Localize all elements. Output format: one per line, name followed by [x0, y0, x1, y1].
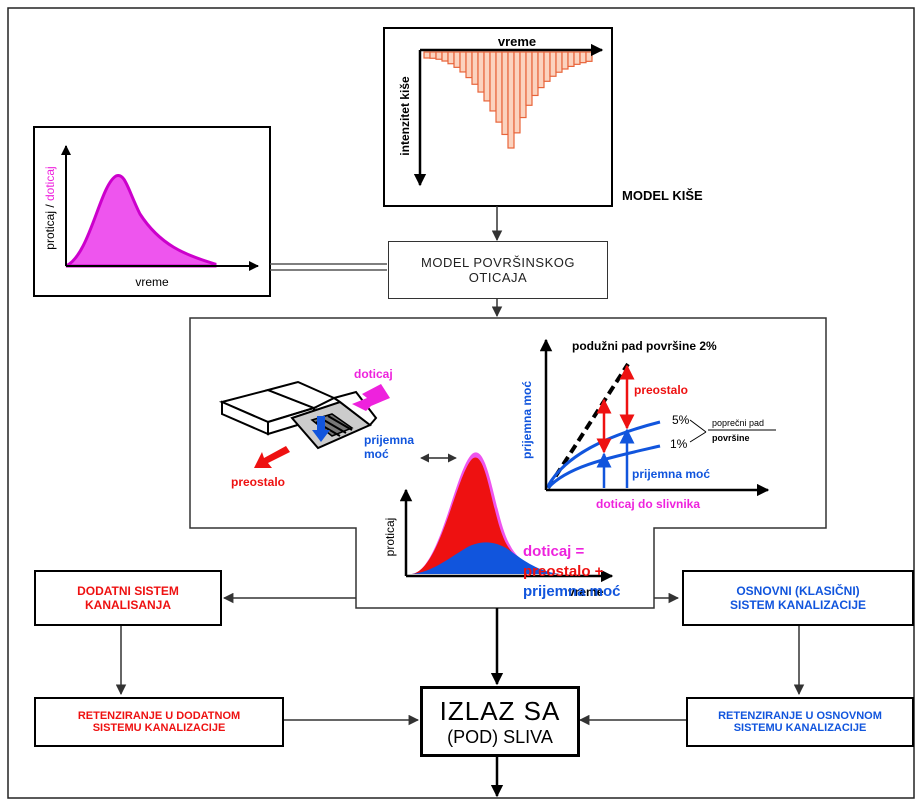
- additional-sewer-box: DODATNI SISTEM KANALISANJA: [34, 570, 222, 626]
- inflow-diagonal: [546, 362, 630, 490]
- runoff-hydrograph: [65, 174, 217, 268]
- inflow-label: doticaj: [354, 367, 393, 381]
- remainder-arrow: [254, 446, 290, 468]
- cross-slope-label-line1: poprečni pad: [712, 418, 764, 428]
- rain-bar: [471, 51, 479, 85]
- capacity-label-line2: moć: [364, 447, 389, 461]
- rain-bar: [429, 51, 437, 59]
- hydrograph-legend-line3: prijemna moć: [523, 583, 621, 600]
- rain-bar: [519, 51, 527, 119]
- capacity-label-line1: prijemna: [364, 433, 414, 447]
- curve-1-percent: [546, 444, 661, 490]
- rain-bar: [453, 51, 461, 68]
- outlet-line2: (POD) SLIVA: [447, 726, 553, 747]
- hydrograph-x-label: vreme: [568, 585, 604, 599]
- outlet-box: IZLAZ SA (POD) SLIVA: [420, 686, 580, 757]
- basic-sewer-line1: OSNOVNI (KLASIČNI): [736, 584, 860, 598]
- basic-sewer-line2: SISTEM KANALIZACIJE: [729, 598, 866, 612]
- rain-bar: [573, 51, 581, 65]
- rain-bar: [489, 51, 497, 112]
- rain-bar: [555, 51, 563, 73]
- rain-x-label: vreme: [498, 34, 536, 49]
- basic-sewer-box: OSNOVNI (KLASIČNI) SISTEM KANALIZACIJE: [682, 570, 914, 626]
- rain-bar: [459, 51, 467, 73]
- capacity-chart: [539, 338, 776, 497]
- rain-bar: [483, 51, 491, 102]
- curve-5-percent: [546, 420, 661, 487]
- cross-slope-bracket-a: [689, 419, 707, 433]
- rain-bar: [423, 51, 431, 59]
- capacity-inline-label: prijemna moć: [632, 467, 710, 481]
- hydrograph-remainder-area: [412, 457, 556, 574]
- surface-model-line2: OTICAJA: [468, 270, 528, 285]
- hydrograph-legend-line2: preostalo +: [523, 563, 604, 580]
- pct-high-label: 5%: [672, 413, 690, 427]
- rain-bar: [447, 51, 455, 65]
- outlet-line1: IZLAZ SA: [439, 695, 561, 726]
- capacity-remainder-label: preostalo: [634, 383, 688, 397]
- rain-bar: [531, 51, 539, 97]
- central-panel: [189, 317, 827, 609]
- rain-bar: [537, 51, 545, 89]
- rain-bar: [441, 51, 449, 62]
- street-inlet-sketch: [218, 380, 378, 450]
- rain-hyetograph: [423, 51, 593, 149]
- surface-runoff-model-box: MODEL POVRŠINSKOG OTICAJA: [388, 241, 608, 299]
- rain-bar: [567, 51, 575, 68]
- outer-frame: [7, 7, 915, 799]
- cross-slope-bracket-b: [689, 431, 707, 443]
- rain-bar: [579, 51, 587, 64]
- additional-sewer-line2: KANALISANJA: [84, 598, 171, 612]
- retention-additional-line1: RETENZIRANJE U DODATNOM: [77, 710, 241, 722]
- rain-bar: [501, 51, 509, 136]
- hydrograph-legend-line1: doticaj =: [523, 543, 585, 560]
- retention-additional-box: RETENZIRANJE U DODATNOM SISTEMU KANALIZA…: [34, 697, 284, 747]
- rain-bar: [513, 51, 521, 134]
- cross-slope-label-line2: površine: [712, 433, 750, 443]
- rain-bar: [525, 51, 533, 106]
- rain-bar: [495, 51, 503, 123]
- rain-bar: [585, 51, 593, 62]
- rain-bar: [561, 51, 569, 70]
- hydrograph-y-label: proticaj: [383, 518, 397, 557]
- capacity-chart-title: podužni pad površine 2%: [572, 339, 717, 353]
- capacity-y-label: prijemna moć: [520, 381, 534, 459]
- runoff-panel: [33, 126, 271, 297]
- rain-bar: [465, 51, 473, 79]
- additional-sewer-line1: DODATNI SISTEM: [77, 584, 179, 598]
- rain-bar: [435, 51, 443, 60]
- rain-y-label: intenzitet kiše: [398, 76, 412, 156]
- rain-bar: [543, 51, 551, 82]
- hydrograph-capacity-area: [412, 542, 560, 574]
- capacity-x-label: doticaj do slivnika: [596, 497, 700, 511]
- rain-bar: [549, 51, 557, 77]
- surface-model-line1: MODEL POVRŠINSKOG: [421, 255, 575, 270]
- inflow-arrow: [352, 384, 390, 411]
- retention-basic-line1: RETENZIRANJE U OSNOVNOM: [718, 710, 882, 722]
- rain-bar: [507, 51, 515, 149]
- composite-hydrograph: [399, 452, 614, 583]
- runoff-x-label: vreme: [135, 275, 169, 289]
- remainder-label: preostalo: [231, 475, 285, 489]
- pct-low-label: 1%: [670, 437, 688, 451]
- retention-basic-line2: SISTEMU KANALIZACIJE: [733, 722, 867, 734]
- rain-model-title: MODEL KIŠE: [622, 188, 703, 203]
- rain-bar: [477, 51, 485, 93]
- retention-additional-line2: SISTEMU KANALIZACIJE: [92, 722, 226, 734]
- runoff-y-label: proticaj / doticaj: [43, 166, 57, 249]
- capacity-arrow: [312, 416, 330, 442]
- retention-basic-box: RETENZIRANJE U OSNOVNOM SISTEMU KANALIZA…: [686, 697, 914, 747]
